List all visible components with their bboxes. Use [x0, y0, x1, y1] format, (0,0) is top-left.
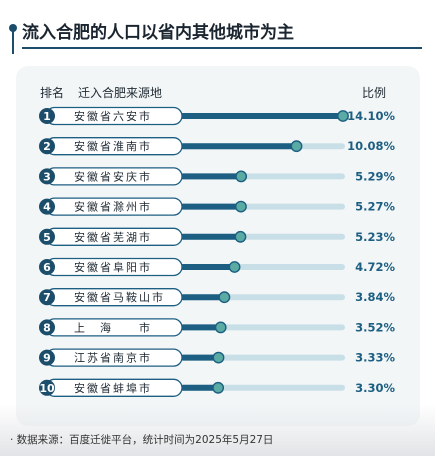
bottom-fade [0, 404, 435, 456]
bar [180, 173, 242, 180]
value-label: 4.72% [355, 260, 395, 274]
category-label: 安徽省阜阳市 [74, 260, 152, 274]
value-label: 3.30% [355, 381, 395, 395]
accent-dot [9, 24, 17, 32]
category-label: 安徽省滁州市 [74, 200, 152, 214]
category-label: 安徽省蚌埠市 [74, 381, 152, 395]
bar [180, 203, 241, 210]
bar-knob [234, 230, 247, 243]
title-rule [22, 47, 422, 49]
bar-knob [235, 200, 247, 213]
bar [180, 233, 241, 240]
category-label: 上 海 市 [74, 320, 152, 334]
category-label: 安徽省六安市 [74, 109, 152, 123]
category-label: 江苏省南京市 [74, 351, 152, 365]
rank-badge [39, 379, 55, 396]
rank-number: 8 [43, 321, 51, 334]
bar [180, 294, 225, 301]
bar-knob [337, 110, 349, 122]
bar [180, 264, 235, 270]
bar [180, 143, 297, 150]
accent-line [12, 30, 14, 54]
bar-knob [290, 140, 303, 153]
rank-badge [39, 138, 55, 155]
category-label: 安徽省马鞍山市 [74, 290, 165, 304]
rank-number: 10 [39, 382, 55, 395]
category-label: 安徽省淮南市 [74, 139, 152, 153]
rank-badge [39, 168, 55, 185]
value-label: 5.29% [355, 169, 395, 183]
header-origin: 迁入合肥来源地 [78, 86, 163, 100]
rank-number: 9 [43, 352, 51, 365]
source-note: · 数据来源：百度迁徙平台，统计时间为2025年5月27日 [10, 434, 274, 446]
rank-number: 6 [43, 261, 51, 274]
rank-number: 5 [43, 231, 51, 244]
rank-number: 4 [43, 201, 51, 214]
category-label: 安徽省芜湖市 [74, 230, 152, 244]
page-title: 流入合肥的人口以省内其他城市为主 [22, 23, 294, 43]
rank-number: 3 [43, 170, 51, 183]
rank-badge [39, 108, 55, 124]
value-label: 5.27% [355, 200, 395, 214]
rank-number: 2 [43, 140, 51, 153]
bar [180, 384, 219, 391]
value-label: 3.52% [355, 320, 395, 334]
bar-knob [212, 351, 225, 364]
rank-badge [39, 259, 55, 275]
value-label: 14.10% [347, 109, 395, 123]
value-label: 5.23% [355, 230, 395, 244]
rank-number: 7 [43, 291, 51, 304]
bar-knob [235, 170, 248, 183]
value-label: 3.33% [355, 351, 395, 365]
header-ratio: 比例 [362, 86, 387, 100]
bar-knob [228, 261, 241, 273]
rank-badge [39, 198, 55, 215]
bar-knob [218, 291, 231, 304]
bar [180, 324, 221, 331]
category-label: 安徽省安庆市 [74, 169, 152, 183]
bar-knob [212, 381, 225, 394]
value-label: 10.08% [347, 139, 395, 153]
bar-knob [214, 321, 227, 334]
rank-badge [39, 349, 55, 366]
header-rank: 排名 [40, 86, 65, 100]
rank-badge [39, 289, 55, 306]
rank-number: 1 [43, 110, 51, 123]
bar [180, 354, 219, 361]
value-label: 3.84% [355, 290, 395, 304]
rank-badge [39, 319, 55, 336]
bar [180, 113, 343, 119]
rank-badge [39, 228, 55, 245]
